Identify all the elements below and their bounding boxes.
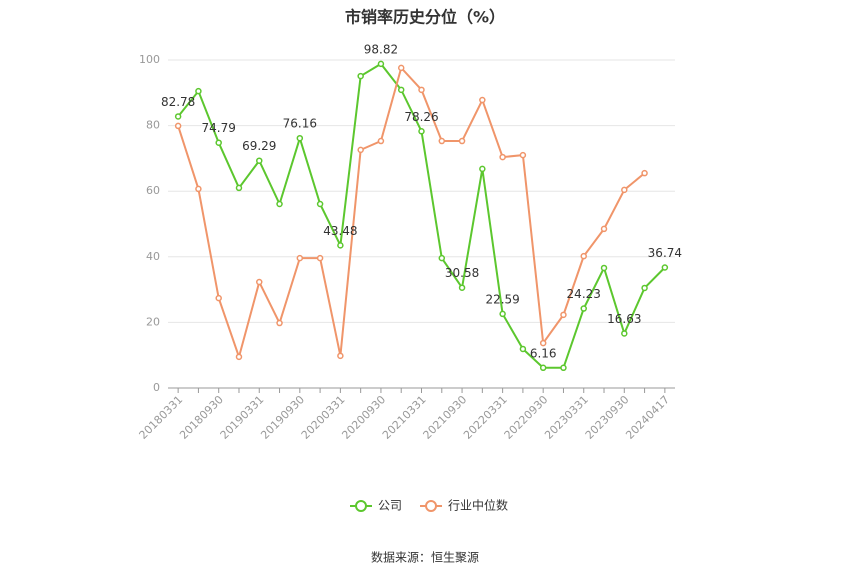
point: [661, 264, 669, 271]
point: [316, 254, 324, 262]
point: [337, 242, 344, 249]
point: [479, 96, 486, 104]
y-tick-label: 0: [153, 381, 160, 394]
point: [600, 225, 608, 233]
point: [600, 264, 608, 272]
point: [256, 278, 263, 286]
point: [377, 60, 385, 68]
point: [215, 294, 222, 302]
point: [357, 72, 364, 80]
data-label: 78.26: [404, 110, 438, 124]
point: [418, 86, 425, 94]
y-tick-label: 80: [146, 119, 160, 132]
point: [621, 330, 628, 337]
data-label: 24.23: [567, 287, 601, 301]
series-line: [177, 65, 646, 361]
point: [560, 311, 567, 319]
data-label: 74.79: [202, 121, 236, 135]
point: [174, 122, 182, 130]
data-label: 43.48: [323, 224, 357, 238]
point: [296, 254, 304, 262]
point: [519, 151, 527, 159]
point: [580, 305, 587, 312]
point: [195, 185, 202, 193]
legend-label: 行业中位数: [448, 498, 508, 513]
point: [519, 345, 527, 353]
point: [256, 157, 263, 164]
point: [539, 339, 547, 347]
point: [580, 252, 587, 260]
point: [377, 137, 385, 145]
point: [499, 153, 506, 161]
point: [174, 113, 182, 120]
source: 数据来源：恒生聚源: [371, 550, 479, 565]
y-tick-label: 20: [146, 315, 160, 328]
point: [539, 364, 547, 372]
point: [438, 254, 446, 262]
point: [316, 200, 324, 208]
point: [235, 353, 243, 361]
point: [458, 284, 466, 291]
data-label: 69.29: [242, 139, 276, 153]
data-label: 6.16: [530, 346, 557, 360]
point: [458, 137, 466, 145]
point: [621, 186, 628, 194]
point: [337, 352, 344, 360]
point: [276, 319, 283, 327]
point: [641, 169, 648, 177]
point: [397, 86, 405, 94]
point: [560, 364, 567, 372]
data-label: 30.58: [445, 266, 479, 280]
point: [418, 128, 425, 135]
y-tick-label: 40: [146, 250, 160, 263]
chart-title: 市销率历史分位（%）: [345, 8, 505, 27]
data-label: 98.82: [364, 42, 398, 56]
y-tick-label: 100: [139, 53, 160, 66]
data-label: 22.59: [485, 292, 519, 306]
legend-label: 公司: [378, 499, 402, 513]
point: [397, 64, 405, 72]
point: [499, 310, 506, 318]
point: [479, 165, 486, 173]
data-label: 82.78: [161, 95, 195, 109]
point: [235, 184, 243, 192]
point: [276, 200, 283, 208]
legend-marker: [425, 500, 438, 512]
y-tick-label: 60: [146, 184, 160, 197]
point: [296, 134, 304, 142]
data-label: 16.63: [607, 312, 641, 326]
data-label: 76.16: [283, 117, 317, 131]
point: [357, 146, 364, 154]
legend-marker: [355, 500, 367, 512]
point: [438, 137, 446, 145]
point: [195, 87, 202, 95]
data-label: 36.74: [648, 246, 682, 260]
x-tick-label: 20240417: [623, 393, 672, 442]
point: [641, 284, 648, 292]
point: [215, 139, 222, 146]
